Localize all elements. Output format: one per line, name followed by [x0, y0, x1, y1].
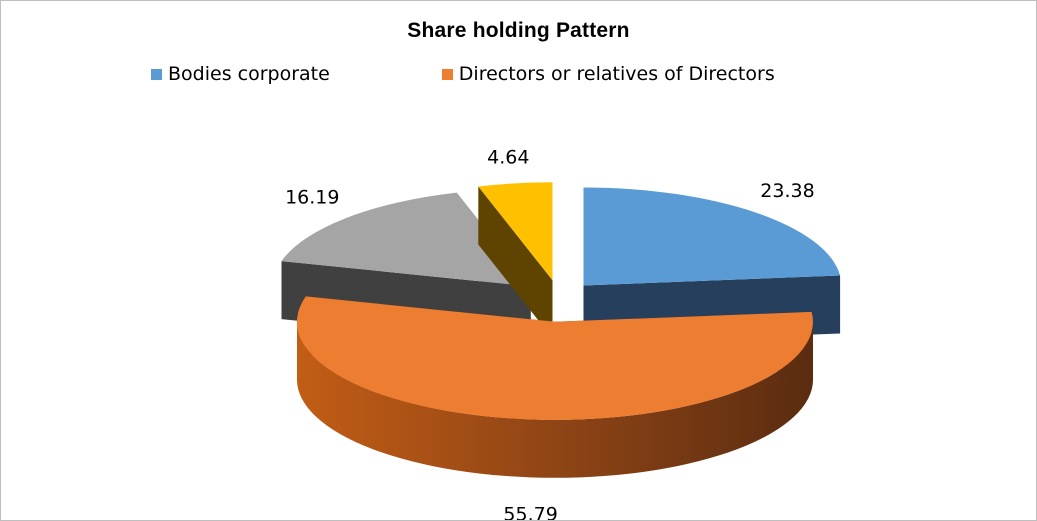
legend-entry-bodies-corporate: Bodies corporate	[151, 63, 330, 85]
pie-slice-fourth-slice-side-start	[478, 186, 553, 339]
chart-title: Share holding Pattern	[407, 19, 630, 42]
pie-slice-third-slice-top	[281, 192, 531, 287]
legend-swatch-bodies-corporate	[151, 68, 162, 80]
pie-slice-directors-or-relatives-wall	[297, 321, 813, 478]
data-label-third-slice: 16.19	[285, 186, 339, 208]
legend-label-bodies-corporate: Bodies corporate	[168, 63, 330, 85]
data-label-bodies-corporate: 23.38	[760, 180, 814, 202]
legend: Bodies corporate Directors or relatives …	[151, 61, 887, 87]
pie-slice-fourth-slice-top	[478, 182, 553, 281]
pie-slice-bodies-corporate-top	[583, 187, 841, 286]
data-label-fourth-slice: 4.64	[487, 146, 529, 168]
legend-swatch-directors	[441, 68, 453, 80]
pie-slice-directors-or-relatives-top	[296, 296, 813, 420]
pie-slice-directors-or-relatives	[296, 296, 813, 478]
legend-entry-directors: Directors or relatives of Directors	[441, 63, 775, 85]
legend-label-directors: Directors or relatives of Directors	[458, 63, 775, 85]
data-label-directors-or-relatives: 55.79	[503, 504, 557, 520]
pie-slice-fourth-slice	[478, 182, 553, 339]
